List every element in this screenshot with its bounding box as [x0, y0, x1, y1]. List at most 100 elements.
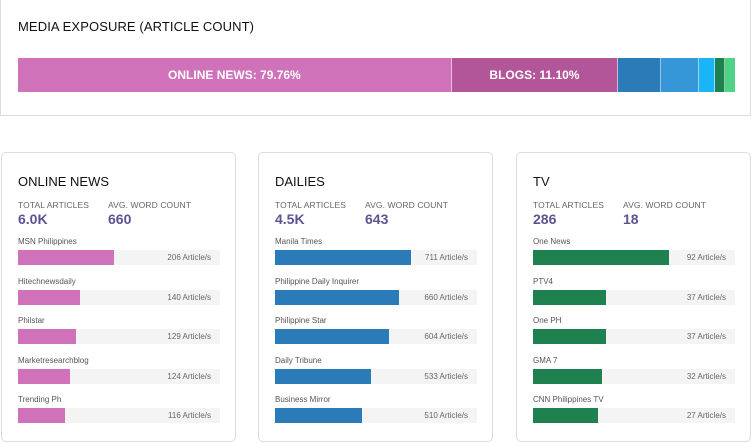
- card-title: DAILIES: [275, 174, 325, 189]
- article-count: 92 Article/s: [686, 253, 726, 262]
- article-count-bar: 140 Article/s: [18, 289, 220, 305]
- online-news-card: ONLINE NEWS TOTAL ARTICLES 6.0K AVG. WOR…: [1, 152, 236, 442]
- list-item: One PH 37 Article/s: [533, 316, 735, 356]
- list-item: Business Mirror 510 Article/s: [275, 395, 477, 435]
- segment-blogs[interactable]: BLOGS: 11.10%: [451, 58, 619, 92]
- article-count-bar-fill: [275, 368, 371, 384]
- article-count-bar-fill: [275, 289, 400, 305]
- total-articles-label: TOTAL ARTICLES: [275, 200, 346, 210]
- article-count: 206 Article/s: [167, 253, 211, 262]
- media-exposure-stacked-bar: ONLINE NEWS: 79.76% BLOGS: 11.10%: [18, 58, 735, 92]
- article-count-bar: 27 Article/s: [533, 408, 735, 423]
- article-count-bar: 124 Article/s: [18, 368, 220, 384]
- article-count-bar: 660 Article/s: [275, 289, 477, 305]
- media-exposure-panel: MEDIA EXPOSURE (ARTICLE COUNT) ONLINE NE…: [0, 0, 751, 116]
- article-count-bar: 116 Article/s: [18, 408, 220, 423]
- list-item: Hitechnewsdaily 140 Article/s: [18, 277, 220, 317]
- source-name: Marketresearchblog: [18, 355, 89, 365]
- article-count: 124 Article/s: [167, 371, 211, 381]
- source-name: Philstar: [18, 316, 45, 325]
- source-name: One News: [533, 237, 571, 246]
- article-count: 37 Article/s: [686, 292, 726, 302]
- list-item: Manila Times 711 Article/s: [275, 237, 477, 277]
- article-count: 660 Article/s: [424, 292, 468, 302]
- article-count: 604 Article/s: [424, 332, 468, 341]
- article-count: 37 Article/s: [686, 332, 726, 341]
- segment-segment-5[interactable]: [699, 58, 715, 92]
- avg-word-count-value: 643: [365, 211, 389, 227]
- avg-word-count-label: AVG. WORD COUNT: [365, 200, 449, 210]
- article-count-bar-fill: [533, 250, 669, 265]
- list-item: Philstar 129 Article/s: [18, 316, 220, 356]
- list-item: Marketresearchblog 124 Article/s: [18, 356, 220, 396]
- total-articles-value: 4.5K: [275, 211, 305, 227]
- article-count-bar-fill: [18, 250, 114, 265]
- article-count: 711 Article/s: [425, 253, 468, 262]
- article-count: 32 Article/s: [686, 371, 726, 381]
- list-item: One News 92 Article/s: [533, 237, 735, 277]
- article-count-bar-fill: [18, 289, 80, 305]
- article-count-bar-fill: [275, 250, 411, 265]
- card-title: TV: [533, 174, 550, 189]
- source-name: Philippine Daily Inquirer: [275, 276, 360, 286]
- list-item: MSN Philippines 206 Article/s: [18, 237, 220, 277]
- list-item: PTV4 37 Article/s: [533, 277, 735, 317]
- dailies-card: DAILIES TOTAL ARTICLES 4.5K AVG. WORD CO…: [258, 152, 493, 442]
- article-count-bar-fill: [533, 289, 606, 305]
- segment-segment-4[interactable]: [661, 58, 700, 92]
- source-name: Business Mirror: [275, 395, 331, 404]
- article-count-bar: 129 Article/s: [18, 329, 220, 344]
- article-count-bar: 510 Article/s: [275, 408, 477, 423]
- source-name: Manila Times: [275, 237, 323, 246]
- source-list: MSN Philippines 206 Article/s Hitechnewsda…: [18, 237, 220, 435]
- article-count: 140 Article/s: [167, 292, 211, 302]
- list-item: GMA 7 32 Article/s: [533, 356, 735, 396]
- article-count-bar-fill: [275, 329, 389, 344]
- total-articles-label: TOTAL ARTICLES: [533, 200, 604, 210]
- list-item: Philippine Star 604 Article/s: [275, 316, 477, 356]
- source-name: CNN Philippines TV: [533, 395, 604, 404]
- segment-segment-7[interactable]: [724, 58, 735, 92]
- source-name: PTV4: [533, 276, 554, 286]
- list-item: Philippine Daily Inquirer 660 Article/s: [275, 277, 477, 317]
- article-count-bar-fill: [533, 408, 599, 423]
- source-name: One PH: [533, 316, 562, 325]
- article-count-bar: 37 Article/s: [533, 289, 735, 305]
- article-count-bar-fill: [533, 329, 606, 344]
- article-count-bar-fill: [18, 329, 76, 344]
- total-articles-value: 286: [533, 211, 557, 227]
- article-count-bar: 711 Article/s: [275, 250, 477, 265]
- article-count-bar: 92 Article/s: [533, 250, 735, 265]
- article-count-bar-fill: [533, 368, 603, 384]
- article-count-bar-fill: [275, 408, 363, 423]
- avg-word-count-value: 18: [623, 211, 639, 227]
- total-articles-value: 6.0K: [18, 211, 48, 227]
- article-count: 116 Article/s: [168, 411, 211, 420]
- article-count-bar-fill: [18, 368, 70, 384]
- article-count: 27 Article/s: [686, 411, 726, 420]
- article-count-bar: 604 Article/s: [275, 329, 477, 344]
- segment-label: ONLINE NEWS: 79.76%: [168, 68, 301, 82]
- article-count-bar: 37 Article/s: [533, 329, 735, 344]
- source-name: Trending Ph: [18, 395, 62, 404]
- list-item: Daily Tribune 533 Article/s: [275, 356, 477, 396]
- avg-word-count-value: 660: [108, 211, 132, 227]
- source-name: Daily Tribune: [275, 355, 322, 365]
- article-count: 510 Article/s: [424, 411, 468, 420]
- segment-online-news[interactable]: ONLINE NEWS: 79.76%: [18, 58, 452, 92]
- segment-tv[interactable]: [714, 58, 725, 92]
- article-count: 129 Article/s: [167, 332, 211, 341]
- source-list: One News 92 Article/s PTV4 37 Article/s One …: [533, 237, 735, 435]
- article-count-bar: 533 Article/s: [275, 368, 477, 384]
- segment-label: BLOGS: 11.10%: [489, 68, 580, 82]
- avg-word-count-label: AVG. WORD COUNT: [623, 200, 707, 210]
- list-item: Trending Ph 116 Article/s: [18, 395, 220, 435]
- article-count-bar: 206 Article/s: [18, 250, 220, 265]
- source-name: MSN Philippines: [18, 237, 77, 246]
- segment-dailies[interactable]: [618, 58, 662, 92]
- total-articles-label: TOTAL ARTICLES: [18, 200, 89, 210]
- media-exposure-title: MEDIA EXPOSURE (ARTICLE COUNT): [18, 19, 255, 34]
- avg-word-count-label: AVG. WORD COUNT: [108, 200, 192, 210]
- article-count-bar: 32 Article/s: [533, 368, 735, 384]
- source-name: Philippine Star: [275, 316, 327, 325]
